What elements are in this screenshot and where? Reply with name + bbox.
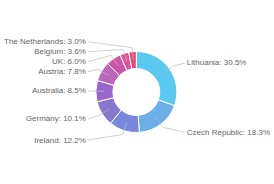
leader-lines — [88, 42, 185, 140]
leader-line — [156, 117, 185, 132]
slices — [96, 51, 177, 132]
slice — [136, 51, 177, 105]
data-label: Australia: 8.5% — [32, 86, 86, 95]
data-label: The Netherlands: 3.0% — [4, 37, 86, 46]
leader-line — [88, 122, 127, 140]
data-label: UK: 6.0% — [52, 57, 86, 66]
leader-line — [88, 109, 109, 119]
data-label: Lithuania: 30.5% — [187, 58, 247, 67]
leader-line — [88, 50, 127, 62]
leader-line — [88, 90, 105, 91]
leader-line — [88, 42, 133, 60]
data-label: Ireland: 12.2% — [34, 136, 86, 145]
leader-line — [88, 55, 118, 65]
data-label: Belgium: 3.6% — [34, 47, 86, 56]
leader-line — [88, 69, 109, 75]
labels: Lithuania: 30.5% Czech Republic: 18.3% Ire… — [4, 37, 270, 144]
data-label: Germany: 10.1% — [26, 114, 86, 123]
data-label: Austria: 7.8% — [38, 67, 86, 76]
chart: Lithuania: 30.5% Czech Republic: 18.3% Ire… — [0, 0, 274, 184]
slice — [138, 100, 174, 132]
leader-line — [163, 63, 185, 74]
slice — [97, 98, 121, 124]
data-label: Czech Republic: 18.3% — [187, 128, 270, 137]
